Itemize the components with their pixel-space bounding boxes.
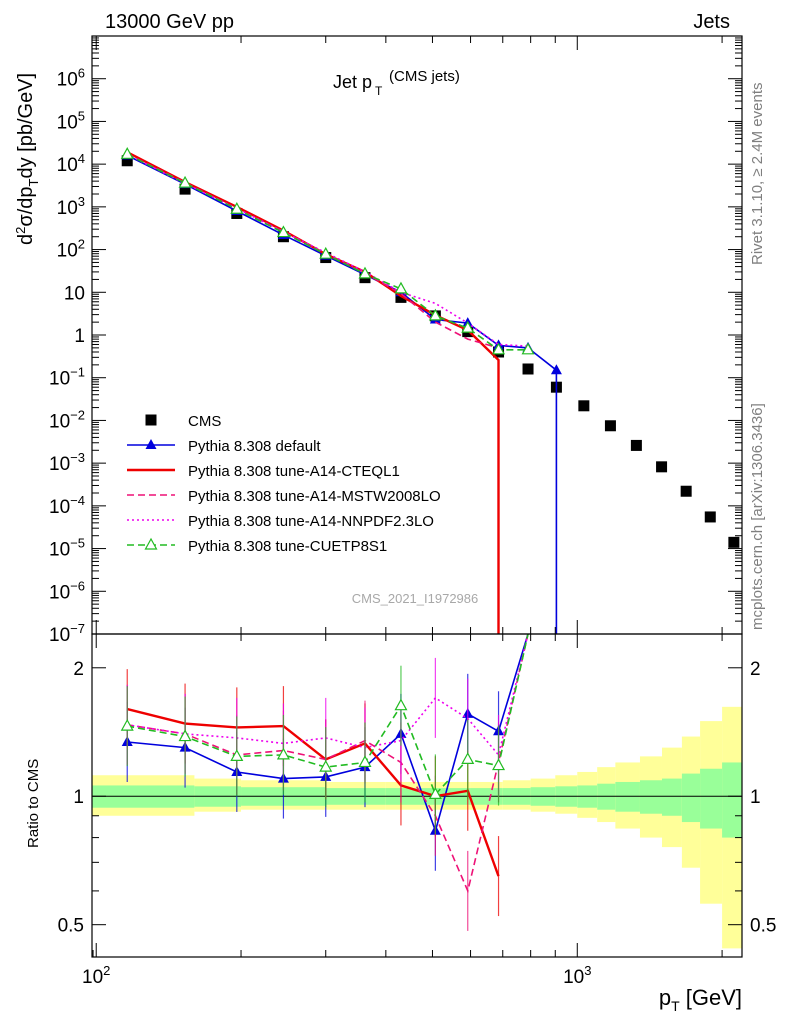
ratio-y-tick-label-left: 1 xyxy=(73,787,84,808)
y-axis-title-top: d2σ/dpTdy [pb/GeV] xyxy=(13,73,41,245)
main-title: Jet p T (CMS jets) xyxy=(333,68,460,98)
green-band-bin xyxy=(639,780,662,814)
ratio-marker xyxy=(319,759,333,772)
legend-label: Pythia 8.308 tune-A14-CTEQL1 xyxy=(188,463,400,480)
ratio-marker xyxy=(276,747,290,760)
y-tick-label: 102 xyxy=(57,237,85,262)
x-tick-label: 102 xyxy=(82,963,110,988)
y-tick-label: 106 xyxy=(57,66,85,91)
legend-label: CMS xyxy=(188,413,221,430)
green-band-bin xyxy=(661,778,682,816)
axes: 102 103 10−7 10−6 10−5 10−4 10−3 10−2 10−1 1 10 102… xyxy=(49,35,776,988)
rivet-label: Rivet 3.1.10, ≥ 2.4M events xyxy=(749,83,766,266)
y-tick-label: 10−2 xyxy=(49,407,85,432)
x-axis-title: pT [GeV] xyxy=(659,985,742,1014)
cms-data-point xyxy=(578,400,590,412)
series-marker xyxy=(120,147,134,159)
ratio-series-line xyxy=(126,707,500,877)
ratio-frame xyxy=(91,633,743,958)
cms-data-point xyxy=(121,155,133,167)
series-marker xyxy=(230,201,244,214)
ratio-y-tick-label-right: 2 xyxy=(750,659,761,680)
ratio-y-tick-label-right: 0.5 xyxy=(750,916,776,937)
green-band-bin xyxy=(700,768,723,829)
ratio-marker xyxy=(358,755,372,768)
legend-label: Pythia 8.308 tune-CUETP8S1 xyxy=(188,538,387,555)
ratio-marker xyxy=(120,718,134,731)
title-note: (CMS jets) xyxy=(389,68,460,85)
series-marker xyxy=(428,308,442,321)
green-band-bin xyxy=(681,773,701,823)
green-band-bin xyxy=(615,781,640,812)
cms-data-point xyxy=(522,363,534,375)
header-left: 13000 GeV pp xyxy=(105,11,234,33)
y-tick-label: 10−7 xyxy=(49,621,85,646)
legend-marker xyxy=(145,439,157,449)
legend-marker-square xyxy=(145,414,157,426)
title-main: Jet p xyxy=(333,72,372,92)
main-panel xyxy=(120,147,740,634)
ratio-marker xyxy=(461,752,475,764)
series-marker xyxy=(276,225,290,238)
cms-data-point xyxy=(630,439,642,451)
y-tick-label: 10 xyxy=(64,283,85,304)
y-tick-label: 105 xyxy=(57,108,85,133)
ratio-marker xyxy=(230,749,244,761)
watermark: CMS_2021_I1972986 xyxy=(352,591,479,606)
y-tick-label: 10−6 xyxy=(49,578,85,603)
mcplots-label: mcplots.cern.ch [arXiv:1306.3436] xyxy=(749,403,766,630)
y-tick-label: 1 xyxy=(74,326,85,347)
series-marker xyxy=(319,246,333,259)
cms-data-point xyxy=(395,291,407,303)
ratio-y-tick-label-left: 2 xyxy=(73,659,84,680)
title-sub: T xyxy=(375,84,383,98)
green-band-bin xyxy=(722,762,742,838)
header-right: Jets xyxy=(693,11,730,33)
series-marker xyxy=(521,342,535,355)
ratio-y-tick-label-right: 1 xyxy=(750,787,761,808)
legend: CMS Pythia 8.308 default Pythia 8.308 tune… xyxy=(127,413,441,555)
series-marker xyxy=(492,342,506,355)
ratio-marker xyxy=(178,729,192,742)
ratio-marker xyxy=(394,698,408,711)
y-axis-title-ratio: Ratio to CMS xyxy=(25,759,42,848)
series-marker xyxy=(461,320,475,333)
series-marker xyxy=(394,281,408,294)
y-tick-label: 104 xyxy=(57,151,85,176)
cms-data-point xyxy=(179,183,191,195)
cms-data-point xyxy=(680,485,692,497)
x-tick-label: 103 xyxy=(563,963,591,988)
series-marker xyxy=(178,175,192,188)
cms-data-point xyxy=(604,420,616,432)
ratio-panel xyxy=(92,633,742,949)
cms-data-point xyxy=(728,536,740,548)
series-marker xyxy=(550,364,562,375)
y-tick-label: 10−1 xyxy=(49,365,85,390)
legend-label: Pythia 8.308 default xyxy=(188,438,321,455)
series-line xyxy=(126,151,500,634)
legend-label: Pythia 8.308 tune-A14-MSTW2008LO xyxy=(188,488,441,505)
legend-label: Pythia 8.308 tune-A14-NNPDF2.3LO xyxy=(188,513,434,530)
legend-marker xyxy=(144,537,158,550)
y-tick-label: 10−5 xyxy=(49,536,85,561)
ratio-marker xyxy=(428,787,442,799)
series-marker xyxy=(358,266,372,279)
y-tick-label: 103 xyxy=(57,194,85,219)
cms-data-point xyxy=(656,461,668,473)
ratio-marker xyxy=(492,758,506,771)
ratio-y-tick-label-left: 0.5 xyxy=(58,916,84,937)
y-tick-label: 10−3 xyxy=(49,450,85,475)
y-tick-label: 10−4 xyxy=(49,493,85,518)
cms-data-point xyxy=(704,511,716,523)
series-line xyxy=(126,154,558,634)
